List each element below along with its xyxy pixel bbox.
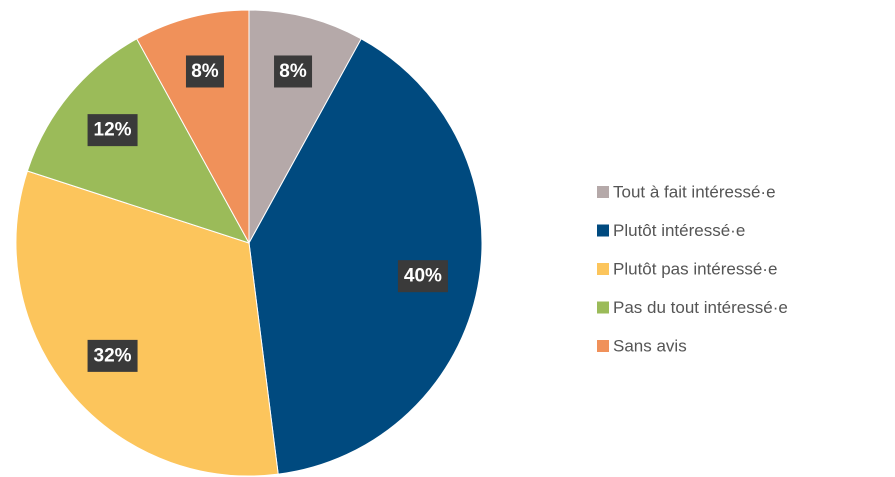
data-label: 40% [404,266,442,287]
pie-slice [248,38,483,475]
data-label: 8% [191,61,219,82]
data-label: 12% [94,120,132,141]
label-box [274,55,313,88]
legend-label: Sans avis [613,337,687,356]
data-label: 8% [279,61,307,82]
label-box [185,55,224,88]
label-box [397,260,448,293]
label-box [87,114,138,147]
legend-label: Tout à fait intéressé·e [613,183,776,202]
legend-swatch [597,186,609,198]
legend-swatch [597,301,609,314]
legend-label: Plutôt intéressé·e [613,221,745,240]
pie-slice [26,38,251,244]
legend-swatch [597,224,609,237]
legend-label: Pas du tout intéressé·e [613,298,788,317]
legend-swatch [597,340,609,352]
legend-label: Plutôt pas intéressé·e [613,260,777,279]
label-box [87,339,138,372]
data-label: 32% [94,345,132,366]
pie-slice [15,170,279,477]
legend-swatch [597,263,609,275]
